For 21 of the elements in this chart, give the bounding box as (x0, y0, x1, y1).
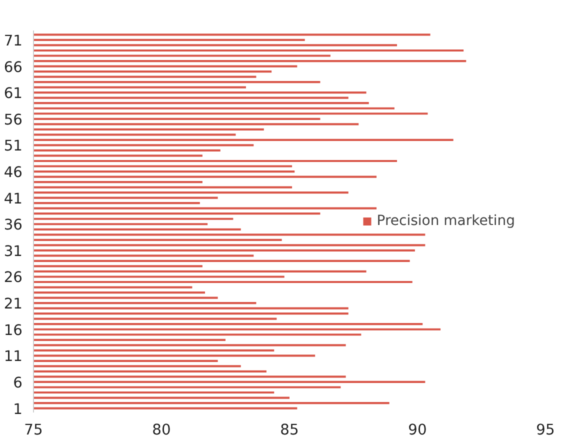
y-tick-label: 51 (4, 138, 23, 155)
y-tick-label: 21 (4, 296, 23, 313)
y-tick-label: 16 (4, 322, 23, 339)
x-tick-label: 80 (152, 422, 171, 437)
y-tick-label: 41 (4, 190, 23, 208)
y-tick-label: 1 (13, 400, 23, 418)
legend-label: Precision marketing (376, 213, 515, 229)
x-tick-label: 95 (536, 422, 555, 437)
y-tick-label: 26 (4, 269, 23, 286)
x-tick-label: 75 (24, 422, 43, 437)
x-tick-label: 90 (408, 422, 427, 437)
y-tick-label: 6 (13, 374, 23, 392)
x-tick-label: 85 (280, 422, 299, 437)
y-tick-label: 11 (4, 348, 23, 366)
y-tick-label: 46 (4, 164, 23, 182)
y-tick-label: 31 (4, 242, 23, 260)
y-tick-label: 36 (4, 216, 23, 234)
y-tick-label: 56 (4, 111, 23, 128)
y-tick-label: 66 (4, 58, 23, 76)
y-tick-label: 61 (4, 85, 23, 102)
y-tick-label: 71 (4, 32, 23, 50)
